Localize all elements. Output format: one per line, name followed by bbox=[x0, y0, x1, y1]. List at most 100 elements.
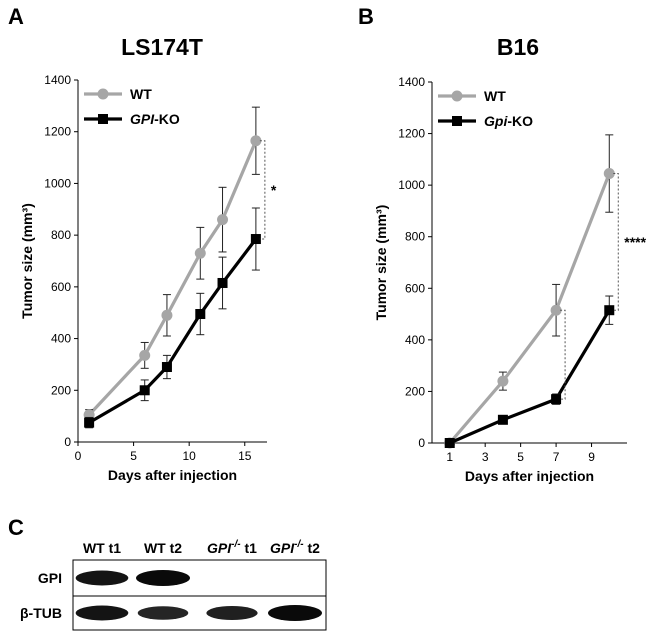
y-tick-label: 1400 bbox=[44, 73, 71, 87]
significance-bracket: **** bbox=[613, 173, 647, 311]
x-axis-label: Days after injection bbox=[108, 467, 237, 483]
x-tick-label: 3 bbox=[482, 450, 489, 464]
bracket-line bbox=[560, 309, 566, 400]
x-tick-label: 0 bbox=[75, 449, 82, 463]
x-tick-label: 1 bbox=[446, 450, 453, 464]
y-tick-label: 600 bbox=[405, 281, 425, 295]
legend-label: WT bbox=[130, 86, 152, 102]
y-tick-label: 1400 bbox=[398, 75, 425, 89]
data-point bbox=[84, 417, 95, 428]
blot-column-label: WT t1 bbox=[83, 540, 121, 556]
y-axis-label: Tumor size (mm³) bbox=[19, 203, 35, 319]
series-ko bbox=[444, 295, 615, 448]
y-tick-label: 800 bbox=[51, 228, 71, 242]
chart-title-b16: B16 bbox=[497, 34, 539, 60]
bracket-line bbox=[259, 140, 266, 240]
series-wt bbox=[444, 134, 615, 449]
legend-marker bbox=[452, 116, 462, 126]
legend-item: Gpi-KO bbox=[438, 113, 533, 129]
x-axis-label: Days after injection bbox=[465, 468, 594, 484]
legend-marker bbox=[98, 114, 108, 124]
western-blot: WT t1 WT t2 GPI-/- t1 GPI-/- t2 GPI β-TUB bbox=[20, 539, 327, 631]
legend-label: GPI-KO bbox=[130, 111, 180, 127]
series-wt bbox=[83, 106, 262, 421]
data-point bbox=[217, 214, 229, 226]
panel-letter-b: B bbox=[358, 4, 374, 29]
data-point bbox=[139, 385, 150, 396]
blot-column-label: WT t2 bbox=[144, 540, 182, 556]
panel-b: B B16 0 200 400 600 800 1000 1200 1400 1 3 5 7 9 Days… bbox=[358, 4, 647, 484]
series-line bbox=[88, 238, 258, 424]
y-tick-label: 1000 bbox=[44, 176, 71, 190]
data-point bbox=[161, 362, 172, 373]
x-tick-label: 10 bbox=[182, 449, 196, 463]
legend: WT Gpi-KO bbox=[438, 88, 533, 129]
y-tick-label: 600 bbox=[51, 280, 71, 294]
y-tick-label: 400 bbox=[405, 333, 425, 347]
series-line bbox=[448, 172, 611, 445]
data-point bbox=[250, 135, 262, 147]
y-tick-label: 0 bbox=[64, 435, 71, 449]
y-tick-label: 0 bbox=[418, 436, 425, 450]
x-tick-label: 15 bbox=[238, 449, 252, 463]
y-axis-label: Tumor size (mm³) bbox=[373, 205, 389, 321]
blot-band bbox=[75, 605, 129, 621]
legend-marker bbox=[97, 88, 109, 100]
data-point bbox=[444, 438, 455, 448]
legend-item: GPI-KO bbox=[84, 111, 180, 127]
x-tick-label: 9 bbox=[588, 450, 595, 464]
blot-column-label: GPI-/- t1 bbox=[207, 539, 257, 556]
panel-a: A LS174T 0 200 400 600 800 1000 1200 1400 0 5 10 15… bbox=[8, 4, 277, 483]
data-point bbox=[497, 414, 508, 425]
panel-letter-a: A bbox=[8, 4, 24, 29]
blot-band bbox=[136, 570, 190, 586]
significance-bracket bbox=[560, 309, 566, 400]
data-point bbox=[603, 168, 615, 180]
blot-row-label: GPI bbox=[38, 570, 62, 586]
y-tick-label: 200 bbox=[51, 383, 71, 397]
x-tick-label: 5 bbox=[517, 450, 524, 464]
data-point bbox=[604, 305, 615, 316]
panel-letter-c: C bbox=[8, 515, 24, 540]
chart-title-ls174t: LS174T bbox=[121, 34, 203, 60]
blot-band bbox=[268, 605, 322, 621]
legend: WT GPI-KO bbox=[84, 86, 180, 127]
blot-column-label: GPI-/- t2 bbox=[270, 539, 320, 556]
data-point bbox=[161, 309, 173, 321]
significance-label: * bbox=[271, 182, 277, 198]
bracket-line bbox=[613, 173, 619, 311]
x-tick-label: 7 bbox=[553, 450, 560, 464]
blot-row-label: β-TUB bbox=[20, 605, 62, 621]
panel-c: C WT t1 WT t2 GPI-/- t1 GPI-/- t2 GPI β-TUB bbox=[8, 515, 327, 631]
series-line bbox=[449, 309, 611, 445]
blot-band bbox=[206, 606, 258, 620]
y-tick-label: 1200 bbox=[44, 125, 71, 139]
x-tick-label: 5 bbox=[130, 449, 137, 463]
y-tick-label: 400 bbox=[51, 332, 71, 346]
data-point bbox=[217, 277, 228, 288]
series-ko bbox=[84, 207, 261, 429]
data-point bbox=[497, 375, 509, 387]
legend-marker bbox=[451, 90, 463, 102]
data-point bbox=[195, 309, 206, 320]
data-point bbox=[551, 394, 562, 405]
y-tick-label: 800 bbox=[405, 230, 425, 244]
blot-band bbox=[75, 570, 129, 586]
y-tick-label: 200 bbox=[405, 384, 425, 398]
chart-b16: 0 200 400 600 800 1000 1200 1400 1 3 5 7 9 Days after… bbox=[373, 75, 647, 484]
legend-label: WT bbox=[484, 88, 506, 104]
y-tick-label: 1000 bbox=[398, 178, 425, 192]
data-point bbox=[550, 304, 562, 316]
significance-bracket: * bbox=[259, 140, 277, 240]
data-point bbox=[250, 234, 261, 245]
legend-item: WT bbox=[84, 86, 152, 102]
legend-item: WT bbox=[438, 88, 506, 104]
series-line bbox=[87, 140, 258, 416]
legend-label: Gpi-KO bbox=[484, 113, 533, 129]
significance-label: **** bbox=[624, 234, 646, 250]
blot-band bbox=[137, 606, 189, 620]
data-point bbox=[194, 247, 206, 259]
y-tick-label: 1200 bbox=[398, 127, 425, 141]
